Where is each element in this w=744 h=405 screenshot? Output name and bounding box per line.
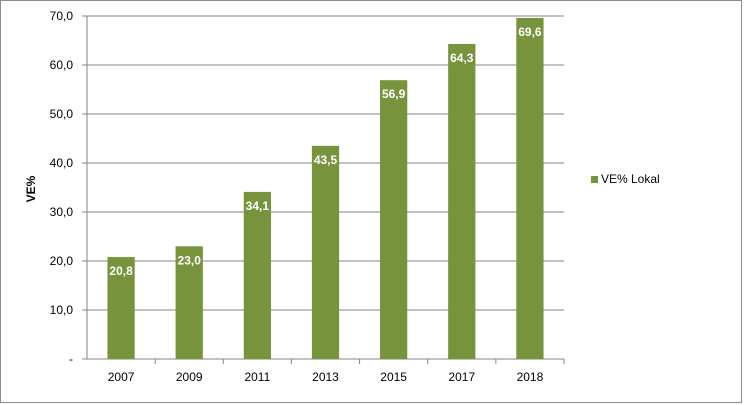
data-label-2017: 64,3 [450, 51, 474, 65]
y-tick-label: 70,0 [50, 9, 74, 23]
bar-2013 [311, 145, 340, 359]
data-label-2011: 34,1 [246, 199, 270, 213]
y-tick-label: 60,0 [50, 58, 74, 72]
data-label-2009: 23,0 [178, 253, 202, 267]
x-axis-tick-labels: 2007 2009 2011 2013 2015 2017 2018 [108, 370, 544, 384]
bar-2018 [516, 17, 544, 360]
y-tick-label: 10,0 [50, 303, 74, 317]
bar-2015 [380, 80, 408, 359]
y-tick-label: - [69, 352, 73, 366]
x-tick-label-2017: 2017 [448, 370, 475, 384]
x-tick-label-2011: 2011 [244, 370, 270, 384]
bars [107, 17, 544, 360]
x-tick-label-2007: 2007 [108, 370, 135, 384]
legend-label-ve-lokal: VE% Lokal [601, 172, 660, 186]
data-label-2007: 20,8 [109, 264, 133, 278]
legend: VE% Lokal [591, 172, 660, 186]
y-axis-title: VE% [24, 175, 38, 202]
bar-2009 [175, 246, 203, 359]
data-labels: 20,8 23,0 34,1 43,5 56,9 64,3 69,6 [109, 25, 542, 278]
y-tick-label: 20,0 [50, 254, 74, 268]
x-tick-label-2015: 2015 [380, 370, 407, 384]
bar-2011 [243, 191, 271, 359]
data-label-2018: 69,6 [518, 25, 542, 39]
y-tick-label: 50,0 [50, 107, 74, 121]
y-tick-label: 40,0 [50, 156, 74, 170]
x-tick-label-2018: 2018 [517, 370, 544, 384]
bar-2017 [448, 43, 476, 360]
y-axis-tick-labels: - 10,0 20,0 30,0 40,0 50,0 60,0 70,0 [50, 9, 74, 366]
data-label-2015: 56,9 [382, 87, 406, 101]
legend-swatch [591, 176, 598, 183]
x-tick-label-2013: 2013 [312, 370, 339, 384]
y-tick-label: 30,0 [50, 205, 74, 219]
x-tick-label-2009: 2009 [176, 370, 203, 384]
data-label-2013: 43,5 [314, 153, 338, 167]
bar-2007 [107, 257, 135, 359]
